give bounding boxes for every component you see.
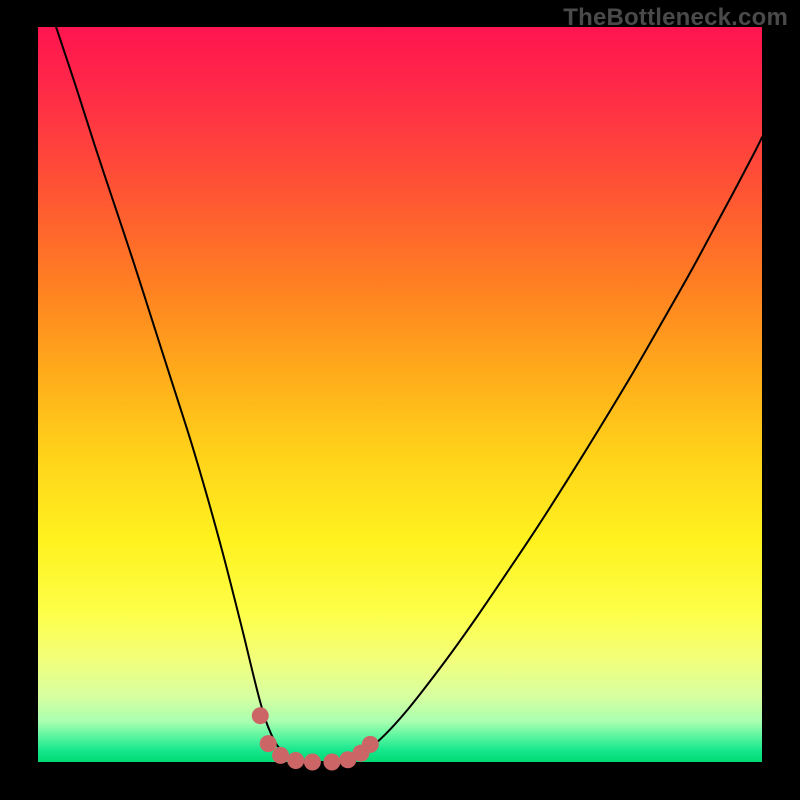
bottleneck-chart [0, 0, 800, 800]
bottleneck-dot [362, 736, 379, 753]
plot-background [38, 27, 762, 762]
bottleneck-dot [304, 754, 321, 771]
bottleneck-dot [252, 707, 269, 724]
bottleneck-dot [287, 752, 304, 769]
watermark-text: TheBottleneck.com [563, 4, 788, 32]
bottleneck-dot [260, 735, 277, 752]
bottleneck-dot [272, 747, 289, 764]
bottleneck-dot [323, 754, 340, 771]
chart-container: TheBottleneck.com [0, 0, 800, 800]
